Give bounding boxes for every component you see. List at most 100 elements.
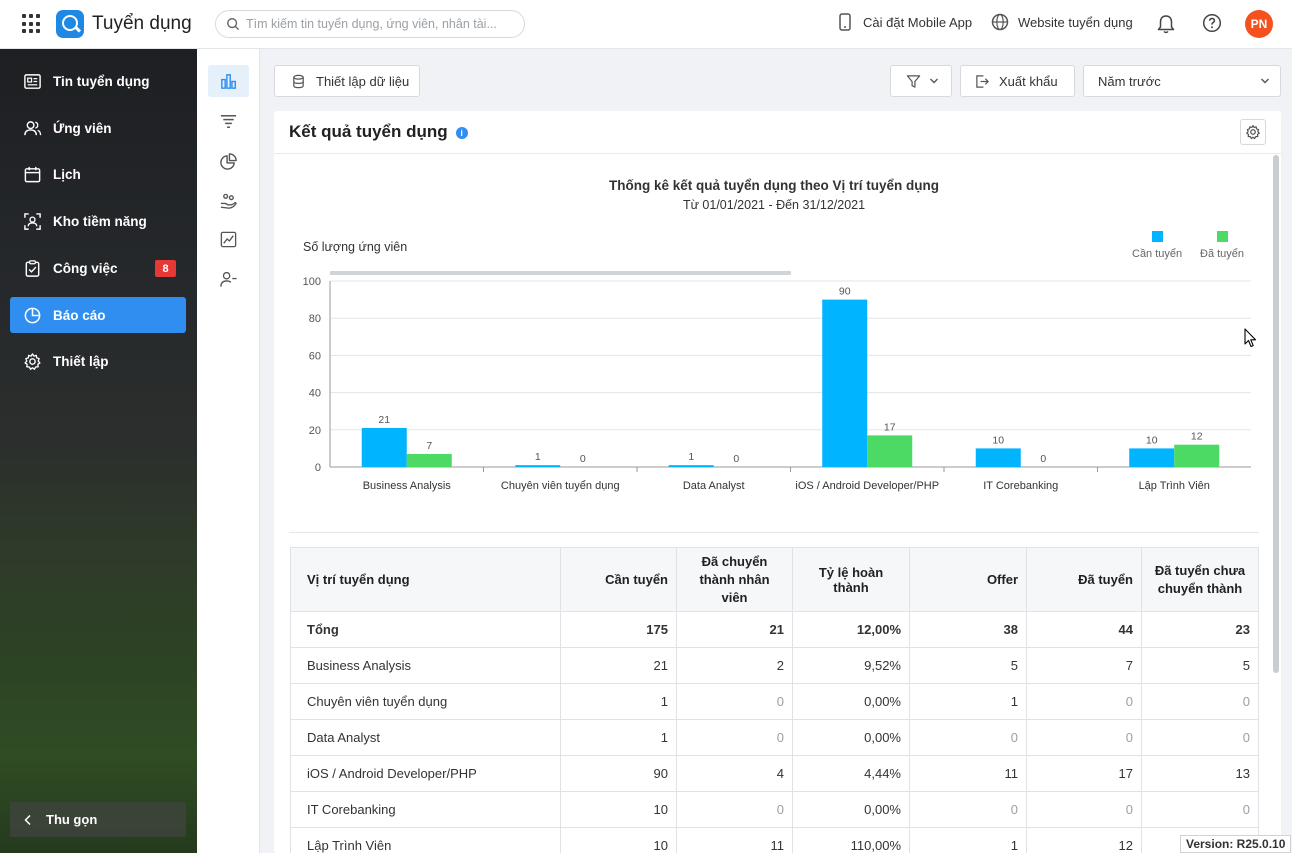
info-icon[interactable]: i [455, 127, 468, 139]
report-card-header: Kết quả tuyển dụng i [274, 111, 1281, 154]
cell-hired-not-converted: 0 [1141, 719, 1259, 756]
cell-need: 10 [560, 827, 677, 853]
sidebar-item-reports[interactable]: Báo cáo [10, 297, 186, 333]
cell-hired-not-converted: 0 [1141, 683, 1259, 720]
rail-candidate-source[interactable] [208, 185, 249, 217]
collapse-sidebar-button[interactable]: Thu gọn [10, 802, 186, 837]
data-label: 7 [426, 440, 432, 452]
cell-hired-not-converted: 5 [1141, 647, 1259, 684]
data-setup-button[interactable]: Thiết lập dữ liệu [274, 65, 420, 97]
table-total-row[interactable]: Tổng 175 21 12,00% 38 44 23 [290, 611, 1259, 648]
bell-icon[interactable] [1155, 13, 1177, 35]
table-row[interactable]: IT Corebanking 10 0 0,00% 0 0 0 [290, 791, 1259, 828]
cell-converted: 0 [676, 683, 793, 720]
help-icon[interactable] [1202, 13, 1222, 33]
hand-people-icon [220, 193, 237, 209]
report-settings-button[interactable] [1240, 119, 1266, 145]
report-scrollbar[interactable] [1273, 155, 1279, 673]
data-label: 10 [1146, 434, 1158, 446]
cell-hired-not-converted: 13 [1141, 755, 1259, 792]
x-tick-label: Lập Trình Viên [1139, 480, 1210, 492]
sidebar-item-calendar[interactable]: Lịch [10, 156, 186, 192]
rail-bar-chart[interactable] [208, 65, 249, 97]
sidebar-item-tasks[interactable]: Công việc 8 [10, 250, 186, 286]
cell-offer: 38 [909, 611, 1027, 648]
cell-hired: 12 [1026, 827, 1142, 853]
website-link[interactable]: Website tuyển dụng [991, 13, 1133, 31]
data-label: 90 [839, 286, 851, 298]
app-launcher-icon[interactable] [22, 14, 42, 34]
table-row[interactable]: iOS / Android Developer/PHP 90 4 4,44% 11 17 1… [290, 755, 1259, 792]
calendar-icon [24, 166, 41, 182]
mobile-app-label: Cài đặt Mobile App [863, 14, 973, 30]
data-setup-label: Thiết lập dữ liệu [316, 73, 410, 89]
sidebar-item-job-posts[interactable]: Tin tuyển dụng [10, 63, 186, 99]
cell-offer: 5 [909, 647, 1027, 684]
sidebar-item-candidates[interactable]: Ứng viên [10, 110, 186, 146]
data-label: 0 [1040, 453, 1046, 465]
sidebar-item-label: Tin tuyển dụng [53, 73, 150, 89]
rail-trend-chart[interactable] [208, 223, 249, 255]
table-header-row: Vị trí tuyển dụng Cần tuyển Đã chuyển th… [290, 547, 1259, 612]
column-header-hired-not-converted[interactable]: Đã tuyển chưa chuyển thành [1141, 547, 1259, 612]
column-header-position[interactable]: Vị trí tuyển dụng [290, 547, 561, 612]
avatar[interactable]: PN [1245, 10, 1273, 38]
legend-item-need[interactable]: Cần tuyển [1132, 231, 1182, 260]
section-divider [289, 532, 1259, 533]
cell-hired: 0 [1026, 791, 1142, 828]
sidebar-item-settings[interactable]: Thiết lập [10, 343, 186, 379]
x-tick-label: Data Analyst [683, 480, 745, 492]
cell-hired: 0 [1026, 683, 1142, 720]
column-header-need[interactable]: Cần tuyển [560, 547, 677, 612]
cell-offer: 0 [909, 719, 1027, 756]
task-count-badge: 8 [155, 260, 176, 277]
clipboard-icon [25, 259, 40, 277]
app-logo-icon [56, 10, 84, 38]
search-input[interactable] [246, 17, 516, 31]
mobile-app-link[interactable]: Cài đặt Mobile App [836, 13, 972, 31]
column-header-offer[interactable]: Offer [909, 547, 1027, 612]
cell-position: Data Analyst [290, 719, 561, 756]
app-title: Tuyển dụng [92, 13, 192, 34]
legend-label-hired: Đã tuyển [1200, 248, 1245, 260]
newspaper-icon [24, 73, 41, 89]
gear-icon [1246, 125, 1260, 140]
cell-position: Business Analysis [290, 647, 561, 684]
column-header-hired[interactable]: Đã tuyển [1026, 547, 1142, 612]
bar-hired [406, 453, 452, 467]
rail-funnel-chart[interactable] [208, 105, 249, 137]
rail-user-report[interactable] [208, 263, 249, 295]
table-row[interactable]: Business Analysis 21 2 9,52% 5 7 5 [290, 647, 1259, 684]
cell-offer: 11 [909, 755, 1027, 792]
cell-need: 21 [560, 647, 677, 684]
cell-hired-not-converted: 0 [1141, 791, 1259, 828]
cell-need: 175 [560, 611, 677, 648]
cell-offer: 1 [909, 827, 1027, 853]
chart-scroll-indicator [330, 271, 791, 275]
table-row[interactable]: Chuyên viên tuyển dụng 1 0 0,00% 1 0 0 [290, 683, 1259, 720]
cell-position: Lập Trình Viên [290, 827, 561, 853]
data-label: 0 [580, 453, 586, 465]
sidebar-item-talent-pool[interactable]: Kho tiềm năng [10, 203, 186, 239]
export-icon [976, 74, 989, 88]
sidebar-item-label: Ứng viên [53, 120, 112, 136]
funnel-chart-icon [220, 114, 237, 128]
gear-icon [24, 352, 41, 370]
column-header-completion-rate[interactable]: Tỷ lệ hoàn thành [792, 547, 910, 612]
filter-button[interactable] [890, 65, 952, 97]
search-box[interactable] [215, 10, 525, 38]
period-select[interactable]: Năm trước [1083, 65, 1281, 97]
pie-chart-icon [24, 307, 41, 323]
table-row[interactable]: Lập Trình Viên 10 11 110,00% 1 12 [290, 827, 1259, 853]
legend-swatch-hired [1216, 231, 1228, 242]
column-header-converted[interactable]: Đã chuyển thành nhân viên [676, 547, 793, 612]
export-button[interactable]: Xuất khẩu [960, 65, 1075, 97]
cell-hired: 44 [1026, 611, 1142, 648]
cell-offer: 0 [909, 791, 1027, 828]
table-row[interactable]: Data Analyst 1 0 0,00% 0 0 0 [290, 719, 1259, 756]
rail-pie-chart[interactable] [208, 145, 249, 177]
bar-need [668, 465, 714, 467]
cell-offer: 1 [909, 683, 1027, 720]
legend-item-hired[interactable]: Đã tuyển [1200, 231, 1244, 260]
